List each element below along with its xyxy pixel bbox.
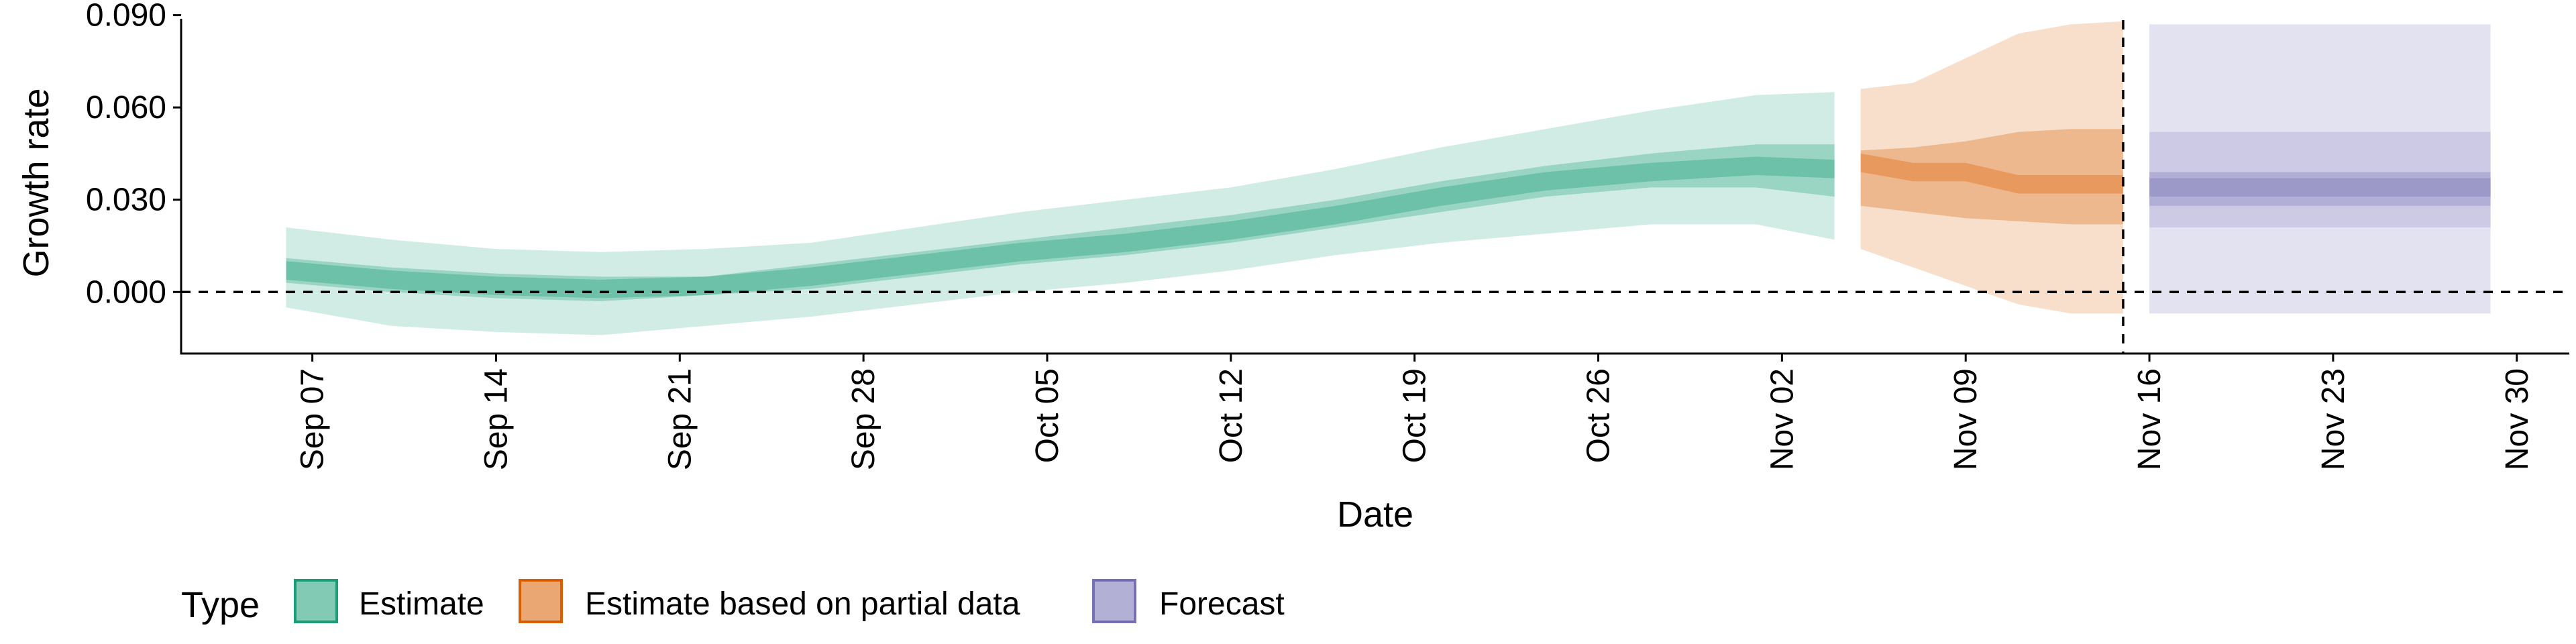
series-estimate-based-on-partial-data — [1860, 21, 2123, 314]
legend-key — [1092, 579, 1136, 623]
series-estimate — [286, 92, 1835, 335]
legend-title: Type — [181, 585, 260, 625]
y-tick-label: 0.000 — [86, 274, 166, 310]
x-tick-label: Nov 30 — [2500, 368, 2535, 470]
median-band — [1860, 153, 2123, 194]
legend-label: Estimate — [359, 586, 484, 622]
y-axis-title: Growth rate — [16, 88, 56, 277]
y-ticks: 0.000 0.030 0.060 0.090 — [86, 0, 181, 310]
legend-label: Estimate based on partial data — [585, 586, 1020, 622]
band-90 — [286, 92, 1835, 335]
x-tick-label: Oct 05 — [1030, 368, 1065, 463]
reference-lines-layer — [181, 20, 2569, 354]
x-tick-label: Nov 16 — [2132, 368, 2167, 470]
x-tick-label: Nov 09 — [1948, 368, 1984, 470]
median-band — [2149, 178, 2491, 197]
x-tick-label: Oct 12 — [1214, 368, 1249, 463]
band-90 — [1860, 21, 2123, 314]
band-90 — [2149, 131, 2491, 227]
legend: Type Estimate Estimate based on partial d… — [181, 579, 1285, 625]
y-tick-label: 0.060 — [86, 90, 166, 125]
bands-layer — [286, 21, 2491, 335]
band-outer — [2149, 24, 2491, 314]
legend-items: Estimate Estimate based on partial data Fo… — [294, 579, 1285, 623]
x-ticks: Sep 07 Sep 14 Sep 21 Sep 28 Oct 05 Oct 12 Oct … — [295, 354, 2535, 470]
band-50 — [1860, 129, 2123, 225]
band-50 — [2149, 172, 2491, 206]
y-tick-label: 0.090 — [86, 0, 166, 34]
x-axis-title: Date — [1337, 494, 1413, 535]
legend-label: Forecast — [1159, 586, 1285, 622]
x-tick-label: Nov 23 — [2316, 368, 2351, 470]
series-forecast — [2149, 24, 2491, 314]
axes-layer — [180, 19, 2569, 355]
x-tick-label: Oct 19 — [1397, 368, 1433, 463]
x-tick-label: Sep 14 — [478, 368, 514, 470]
legend-key — [294, 579, 338, 623]
x-tick-label: Sep 21 — [662, 368, 698, 470]
band-50 — [286, 144, 1835, 301]
x-tick-label: Sep 28 — [846, 368, 881, 470]
x-tick-label: Oct 26 — [1581, 368, 1617, 463]
median-band — [286, 156, 1835, 299]
legend-key — [519, 579, 563, 623]
x-tick-label: Nov 02 — [1764, 368, 1800, 470]
y-tick-label: 0.030 — [86, 182, 166, 218]
x-tick-label: Sep 07 — [295, 368, 331, 470]
